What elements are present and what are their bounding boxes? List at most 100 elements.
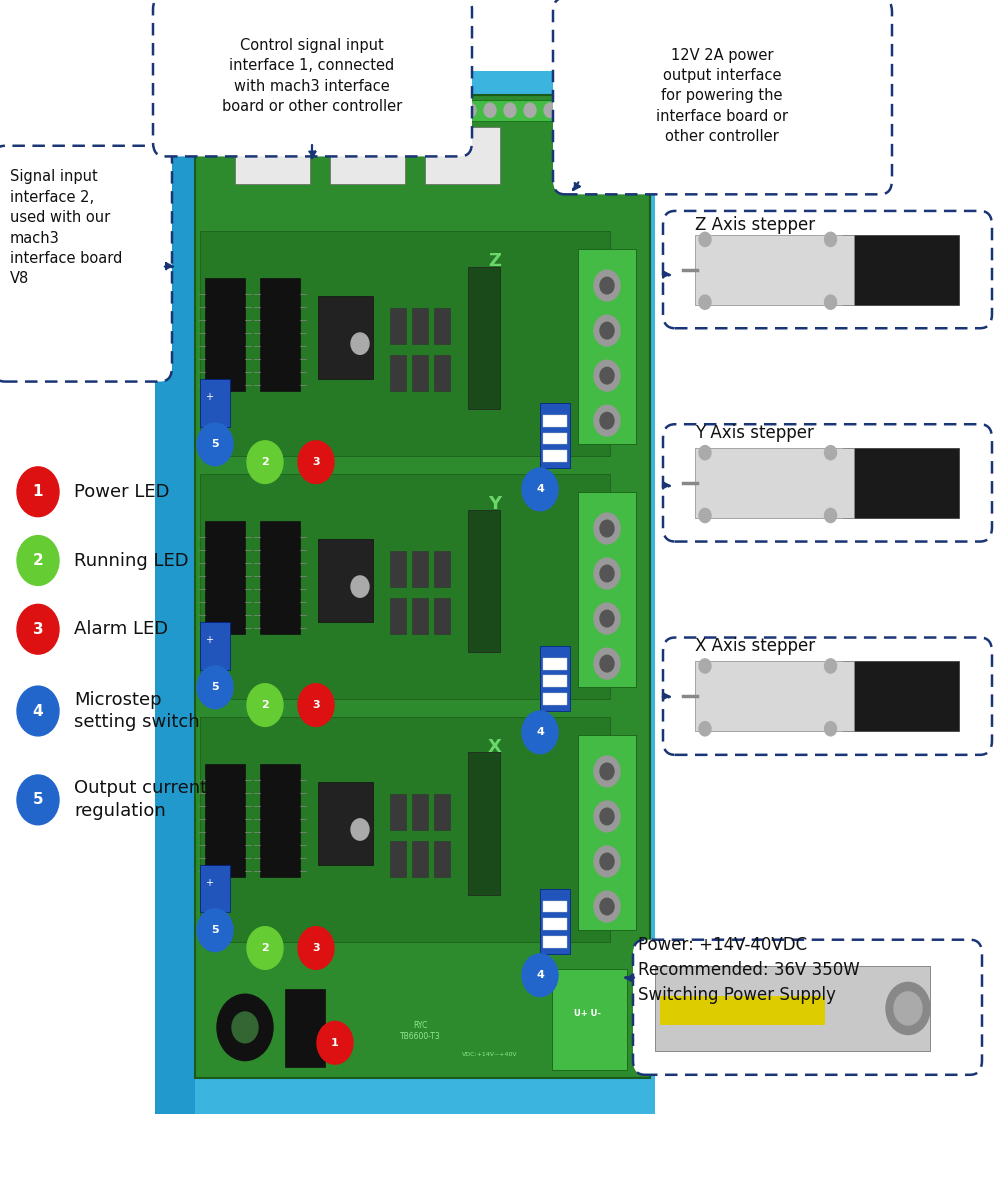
- FancyBboxPatch shape: [285, 989, 325, 1066]
- Circle shape: [699, 508, 711, 523]
- FancyBboxPatch shape: [843, 235, 959, 305]
- Text: Signal input
interface 2,
used with our
mach3
interface board
V8: Signal input interface 2, used with our …: [10, 169, 122, 287]
- FancyBboxPatch shape: [543, 693, 567, 705]
- FancyBboxPatch shape: [412, 356, 428, 391]
- Circle shape: [444, 103, 456, 117]
- Circle shape: [594, 270, 620, 301]
- Text: 3: 3: [312, 700, 320, 710]
- FancyBboxPatch shape: [663, 424, 992, 542]
- Text: 2: 2: [261, 943, 269, 953]
- Circle shape: [699, 295, 711, 309]
- Circle shape: [594, 405, 620, 436]
- Circle shape: [699, 446, 711, 460]
- FancyBboxPatch shape: [434, 308, 450, 344]
- Text: 3: 3: [33, 622, 43, 636]
- FancyBboxPatch shape: [633, 940, 982, 1075]
- FancyBboxPatch shape: [390, 794, 406, 830]
- FancyBboxPatch shape: [543, 415, 567, 427]
- Circle shape: [825, 659, 837, 673]
- Circle shape: [600, 655, 614, 672]
- FancyBboxPatch shape: [200, 622, 230, 670]
- Circle shape: [324, 103, 336, 117]
- FancyBboxPatch shape: [155, 71, 655, 1114]
- FancyBboxPatch shape: [695, 235, 854, 305]
- FancyBboxPatch shape: [412, 841, 428, 877]
- Circle shape: [344, 103, 356, 117]
- FancyBboxPatch shape: [318, 296, 373, 379]
- Circle shape: [232, 1012, 258, 1043]
- Circle shape: [217, 994, 273, 1061]
- Text: 3: 3: [312, 457, 320, 467]
- FancyBboxPatch shape: [205, 100, 585, 121]
- Circle shape: [484, 103, 496, 117]
- Circle shape: [600, 853, 614, 870]
- Circle shape: [264, 103, 276, 117]
- Text: VDC:+14V~+40V: VDC:+14V~+40V: [462, 1052, 518, 1057]
- FancyBboxPatch shape: [205, 521, 245, 634]
- Circle shape: [298, 441, 334, 483]
- Circle shape: [197, 909, 233, 952]
- FancyBboxPatch shape: [318, 782, 373, 865]
- FancyBboxPatch shape: [663, 638, 992, 755]
- Circle shape: [825, 722, 837, 736]
- FancyBboxPatch shape: [260, 521, 300, 634]
- Circle shape: [544, 103, 556, 117]
- FancyBboxPatch shape: [412, 598, 428, 634]
- Circle shape: [504, 103, 516, 117]
- Circle shape: [600, 808, 614, 825]
- Circle shape: [594, 513, 620, 544]
- FancyBboxPatch shape: [468, 267, 500, 409]
- Text: X: X: [488, 737, 502, 756]
- Text: 4: 4: [536, 971, 544, 980]
- Text: Microstep
setting switch: Microstep setting switch: [74, 691, 200, 731]
- Text: 1: 1: [331, 1038, 339, 1048]
- FancyBboxPatch shape: [434, 598, 450, 634]
- FancyBboxPatch shape: [543, 675, 567, 687]
- Text: Power: +14V-40VDC
Recommended: 36V 350W
Switching Power Supply: Power: +14V-40VDC Recommended: 36V 350W …: [638, 936, 860, 1004]
- FancyBboxPatch shape: [695, 661, 854, 731]
- Circle shape: [351, 576, 369, 597]
- Text: X Axis stepper: X Axis stepper: [695, 636, 815, 655]
- FancyBboxPatch shape: [543, 936, 567, 948]
- FancyBboxPatch shape: [540, 889, 570, 954]
- Circle shape: [351, 333, 369, 354]
- FancyBboxPatch shape: [153, 0, 472, 156]
- Circle shape: [197, 666, 233, 709]
- FancyBboxPatch shape: [843, 448, 959, 518]
- FancyBboxPatch shape: [330, 127, 405, 184]
- FancyBboxPatch shape: [200, 474, 610, 699]
- Text: Power LED: Power LED: [74, 482, 170, 501]
- Circle shape: [825, 232, 837, 246]
- FancyBboxPatch shape: [390, 308, 406, 344]
- Circle shape: [244, 103, 256, 117]
- Text: 5: 5: [211, 925, 219, 935]
- FancyBboxPatch shape: [205, 764, 245, 877]
- FancyBboxPatch shape: [552, 969, 627, 1070]
- FancyBboxPatch shape: [434, 841, 450, 877]
- Circle shape: [600, 322, 614, 339]
- Circle shape: [600, 610, 614, 627]
- FancyBboxPatch shape: [578, 249, 636, 444]
- FancyBboxPatch shape: [543, 450, 567, 462]
- Circle shape: [317, 1021, 353, 1064]
- FancyBboxPatch shape: [543, 433, 567, 444]
- Circle shape: [247, 441, 283, 483]
- Circle shape: [522, 954, 558, 997]
- Circle shape: [594, 846, 620, 877]
- Text: 5: 5: [211, 683, 219, 692]
- FancyBboxPatch shape: [843, 661, 959, 731]
- FancyBboxPatch shape: [205, 278, 245, 391]
- Circle shape: [404, 103, 416, 117]
- Text: 2: 2: [261, 700, 269, 710]
- FancyBboxPatch shape: [390, 356, 406, 391]
- FancyBboxPatch shape: [390, 841, 406, 877]
- Text: Running LED: Running LED: [74, 551, 189, 570]
- Circle shape: [298, 684, 334, 726]
- Text: 4: 4: [33, 704, 43, 718]
- FancyBboxPatch shape: [655, 966, 930, 1051]
- Text: +: +: [205, 878, 213, 888]
- FancyBboxPatch shape: [390, 598, 406, 634]
- FancyBboxPatch shape: [468, 752, 500, 895]
- FancyBboxPatch shape: [578, 735, 636, 930]
- Text: 12V 2A power
output interface
for powering the
interface board or
other controll: 12V 2A power output interface for poweri…: [656, 47, 788, 145]
